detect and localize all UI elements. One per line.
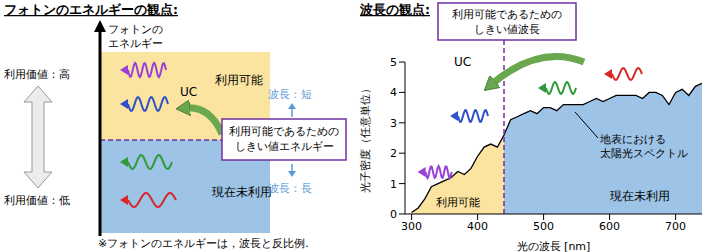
svg-text:利用可能: 利用可能 bbox=[215, 73, 263, 87]
svg-text:4: 4 bbox=[390, 86, 397, 99]
svg-text:3: 3 bbox=[390, 117, 397, 130]
svg-text:波長の観点:: 波長の観点: bbox=[359, 2, 430, 17]
svg-text:地表における太陽光スペクトル: 地表における太陽光スペクトル bbox=[599, 133, 688, 160]
svg-text:利用価値：高: 利用価値：高 bbox=[8, 68, 70, 81]
svg-text:5: 5 bbox=[390, 56, 397, 69]
svg-text:※フォトンのエネルギーは，波長と反比例.: ※フォトンのエネルギーは，波長と反比例. bbox=[98, 237, 309, 250]
svg-text:400: 400 bbox=[467, 220, 488, 233]
svg-text:光子密度（任意単位）: 光子密度（任意単位） bbox=[359, 83, 372, 193]
svg-text:利用可能であるためのしきい値エネルギー: 利用可能であるためのしきい値エネルギー bbox=[229, 125, 339, 153]
svg-text:現在未利用: 現在未利用 bbox=[610, 189, 670, 203]
svg-text:0: 0 bbox=[390, 208, 397, 221]
svg-text:UC: UC bbox=[180, 85, 197, 99]
svg-text:600: 600 bbox=[599, 220, 620, 233]
svg-text:利用価値：低: 利用価値：低 bbox=[8, 194, 70, 207]
svg-text:500: 500 bbox=[533, 220, 554, 233]
svg-text:波長：長: 波長：長 bbox=[268, 182, 312, 195]
svg-text:光の波長 [nm]: 光の波長 [nm] bbox=[517, 240, 591, 252]
svg-text:波長：短: 波長：短 bbox=[268, 88, 312, 101]
svg-text:フォトンのエネルギー: フォトンのエネルギー bbox=[108, 23, 163, 50]
svg-text:1: 1 bbox=[390, 178, 397, 191]
svg-text:700: 700 bbox=[665, 220, 686, 233]
svg-text:2: 2 bbox=[390, 147, 397, 160]
svg-text:現在未利用: 現在未利用 bbox=[212, 185, 272, 199]
svg-text:利用可能: 利用可能 bbox=[436, 196, 480, 209]
svg-text:フォトンのエネルギーの観点:: フォトンのエネルギーの観点: bbox=[8, 2, 178, 17]
svg-text:300: 300 bbox=[401, 220, 422, 233]
svg-text:UC: UC bbox=[454, 55, 471, 69]
svg-text:利用可能であるためのしきい値波長: 利用可能であるためのしきい値波長 bbox=[452, 8, 562, 36]
